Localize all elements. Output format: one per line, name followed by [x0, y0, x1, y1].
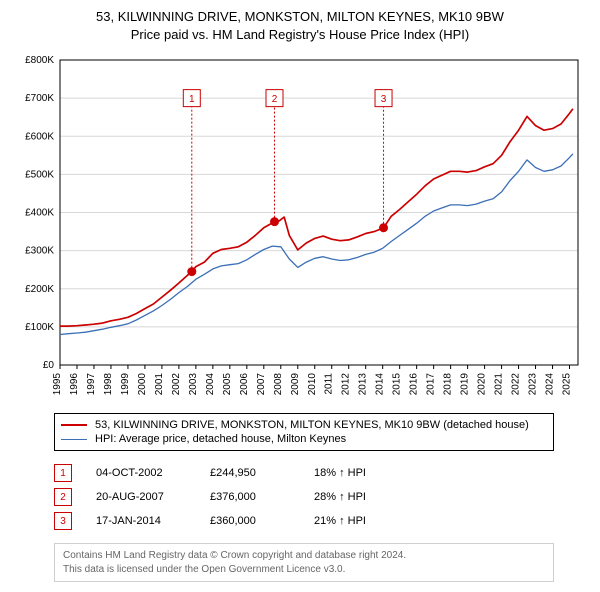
svg-text:£100K: £100K: [25, 322, 54, 333]
transaction-delta: 21% ↑ HPI: [314, 515, 366, 527]
svg-text:£500K: £500K: [25, 170, 54, 181]
svg-text:2004: 2004: [205, 373, 216, 396]
title-block: 53, KILWINNING DRIVE, MONKSTON, MILTON K…: [10, 8, 590, 44]
transaction-row: 1 04-OCT-2002 £244,950 18% ↑ HPI: [54, 461, 590, 485]
footer-line: Contains HM Land Registry data © Crown c…: [63, 549, 545, 563]
legend-swatch: [61, 439, 87, 440]
svg-text:2001: 2001: [154, 373, 165, 396]
transaction-date: 04-OCT-2002: [96, 467, 186, 479]
legend-box: 53, KILWINNING DRIVE, MONKSTON, MILTON K…: [54, 413, 554, 451]
transaction-row: 3 17-JAN-2014 £360,000 21% ↑ HPI: [54, 509, 590, 533]
svg-text:2020: 2020: [477, 373, 488, 396]
svg-text:2022: 2022: [511, 373, 522, 396]
transaction-price: £376,000: [210, 491, 290, 503]
copyright-footer: Contains HM Land Registry data © Crown c…: [54, 543, 554, 582]
svg-text:1995: 1995: [52, 373, 63, 396]
transaction-price: £244,950: [210, 467, 290, 479]
svg-text:2025: 2025: [562, 373, 573, 396]
svg-text:3: 3: [381, 95, 387, 106]
svg-text:2009: 2009: [290, 373, 301, 396]
svg-text:2005: 2005: [222, 373, 233, 396]
legend-row-hpi: HPI: Average price, detached house, Milt…: [61, 432, 547, 446]
chart-container: 53, KILWINNING DRIVE, MONKSTON, MILTON K…: [0, 0, 600, 592]
transaction-delta: 28% ↑ HPI: [314, 491, 366, 503]
svg-text:2008: 2008: [273, 373, 284, 396]
transaction-list: 1 04-OCT-2002 £244,950 18% ↑ HPI 2 20-AU…: [54, 461, 590, 533]
svg-text:2017: 2017: [426, 373, 437, 396]
transaction-row: 2 20-AUG-2007 £376,000 28% ↑ HPI: [54, 485, 590, 509]
legend-label: 53, KILWINNING DRIVE, MONKSTON, MILTON K…: [95, 419, 529, 431]
svg-text:1997: 1997: [86, 373, 97, 396]
svg-text:2018: 2018: [443, 373, 454, 396]
footer-line: This data is licensed under the Open Gov…: [63, 563, 545, 577]
marker-badge: 3: [54, 512, 72, 530]
marker-badge: 1: [54, 464, 72, 482]
svg-text:2010: 2010: [307, 373, 318, 396]
line-chart-svg: £0 £100K £200K £300K £400K £500K £600K £700K £80…: [10, 50, 590, 405]
svg-text:£400K: £400K: [25, 208, 54, 219]
svg-text:2014: 2014: [375, 373, 386, 396]
svg-text:1999: 1999: [120, 373, 131, 396]
svg-text:2007: 2007: [256, 373, 267, 396]
svg-text:2011: 2011: [324, 373, 335, 395]
title-address: 53, KILWINNING DRIVE, MONKSTON, MILTON K…: [10, 8, 590, 26]
legend-row-price-paid: 53, KILWINNING DRIVE, MONKSTON, MILTON K…: [61, 418, 547, 432]
svg-text:£200K: £200K: [25, 284, 54, 295]
svg-text:2021: 2021: [494, 373, 505, 396]
svg-text:£600K: £600K: [25, 132, 54, 143]
legend-swatch: [61, 424, 87, 426]
svg-text:2003: 2003: [188, 373, 199, 396]
svg-text:1998: 1998: [103, 373, 114, 396]
transaction-date: 20-AUG-2007: [96, 491, 186, 503]
svg-text:2024: 2024: [545, 373, 556, 396]
transaction-date: 17-JAN-2014: [96, 515, 186, 527]
svg-text:2016: 2016: [409, 373, 420, 396]
svg-text:£0: £0: [43, 360, 55, 371]
marker-badge: 2: [54, 488, 72, 506]
svg-text:2023: 2023: [528, 373, 539, 396]
svg-text:£300K: £300K: [25, 246, 54, 257]
legend-label: HPI: Average price, detached house, Milt…: [95, 433, 346, 445]
svg-text:2002: 2002: [171, 373, 182, 396]
svg-text:2019: 2019: [460, 373, 471, 396]
svg-text:2013: 2013: [358, 373, 369, 396]
svg-text:2015: 2015: [392, 373, 403, 396]
svg-text:2006: 2006: [239, 373, 250, 396]
title-subtitle: Price paid vs. HM Land Registry's House …: [10, 26, 590, 44]
svg-text:2: 2: [272, 95, 278, 106]
transaction-delta: 18% ↑ HPI: [314, 467, 366, 479]
svg-text:1: 1: [189, 95, 195, 106]
svg-text:£800K: £800K: [25, 55, 54, 66]
chart-area: £0 £100K £200K £300K £400K £500K £600K £700K £80…: [10, 50, 590, 405]
svg-text:2000: 2000: [137, 373, 148, 396]
svg-text:£700K: £700K: [25, 94, 54, 105]
svg-text:1996: 1996: [69, 373, 80, 396]
transaction-price: £360,000: [210, 515, 290, 527]
svg-text:2012: 2012: [341, 373, 352, 396]
